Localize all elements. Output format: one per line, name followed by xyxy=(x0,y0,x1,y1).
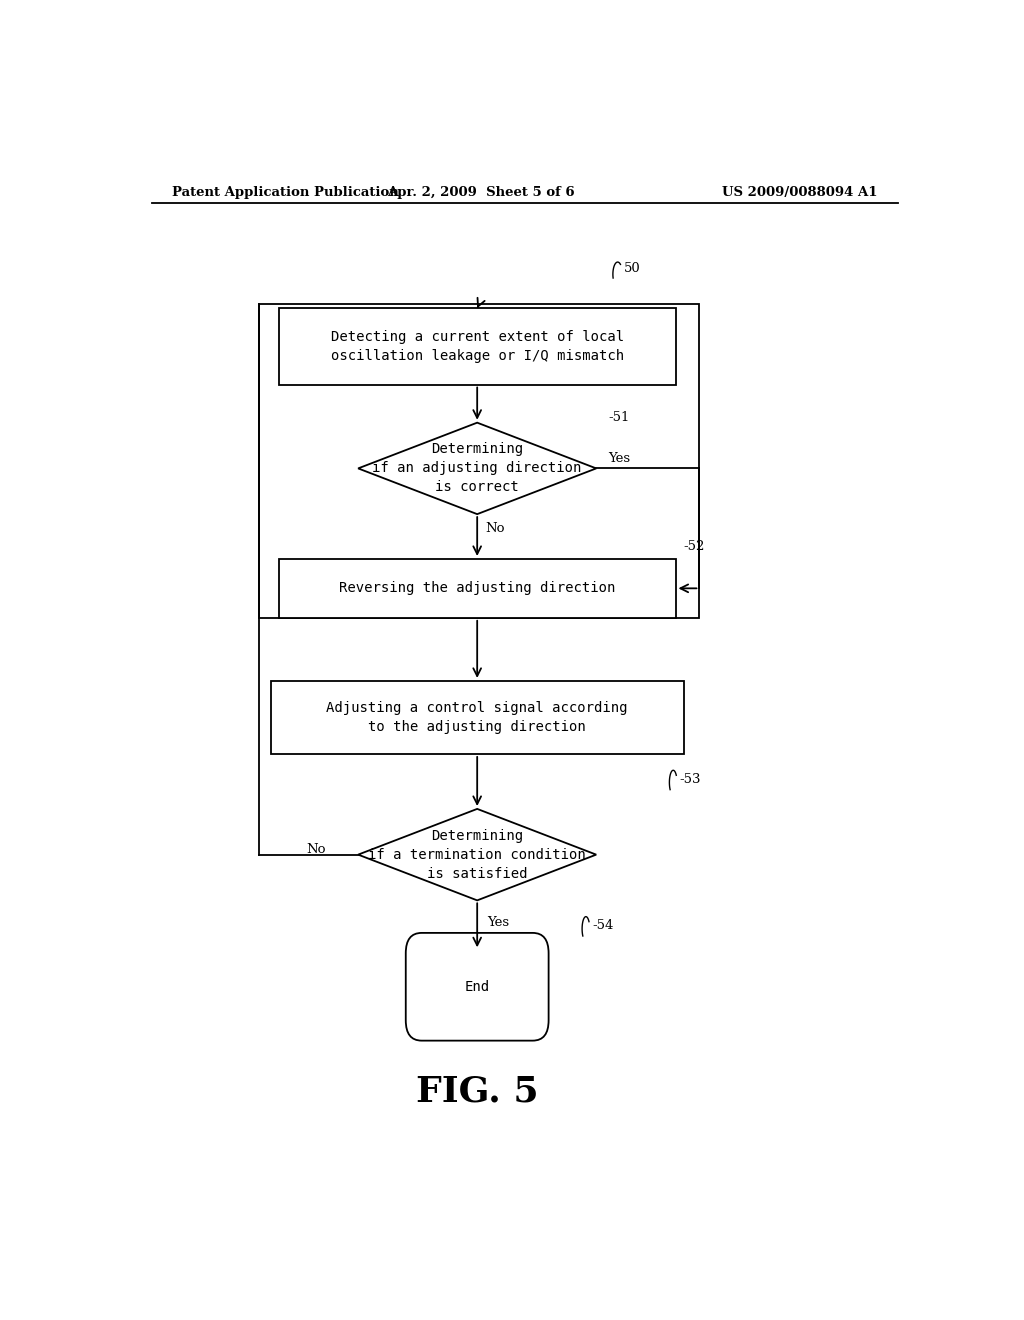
Text: Yes: Yes xyxy=(486,916,509,929)
Text: Patent Application Publication: Patent Application Publication xyxy=(172,186,398,199)
Text: Adjusting a control signal according
to the adjusting direction: Adjusting a control signal according to … xyxy=(327,701,628,734)
Text: -54: -54 xyxy=(592,919,613,932)
Text: Determining
if a termination condition
is satisfied: Determining if a termination condition i… xyxy=(369,829,586,880)
Bar xyxy=(279,558,676,618)
Text: Reversing the adjusting direction: Reversing the adjusting direction xyxy=(339,581,615,595)
Text: Detecting a current extent of local
oscillation leakage or I/Q mismatch: Detecting a current extent of local osci… xyxy=(331,330,624,363)
Text: End: End xyxy=(465,979,489,994)
Text: -51: -51 xyxy=(608,411,630,424)
Text: No: No xyxy=(485,521,505,535)
FancyBboxPatch shape xyxy=(406,933,549,1040)
Text: Yes: Yes xyxy=(608,451,630,465)
Text: US 2009/0088094 A1: US 2009/0088094 A1 xyxy=(723,186,878,199)
Text: Apr. 2, 2009  Sheet 5 of 6: Apr. 2, 2009 Sheet 5 of 6 xyxy=(387,186,574,199)
Polygon shape xyxy=(358,422,596,515)
Text: No: No xyxy=(306,843,326,857)
Text: FIG. 5: FIG. 5 xyxy=(416,1074,539,1109)
Text: -53: -53 xyxy=(680,774,701,785)
Polygon shape xyxy=(358,809,596,900)
Text: -52: -52 xyxy=(684,540,705,553)
Bar xyxy=(270,681,684,754)
Text: Determining
if an adjusting direction
is correct: Determining if an adjusting direction is… xyxy=(373,442,582,495)
Text: 50: 50 xyxy=(624,261,641,275)
Bar xyxy=(259,304,699,618)
Bar xyxy=(279,309,676,384)
